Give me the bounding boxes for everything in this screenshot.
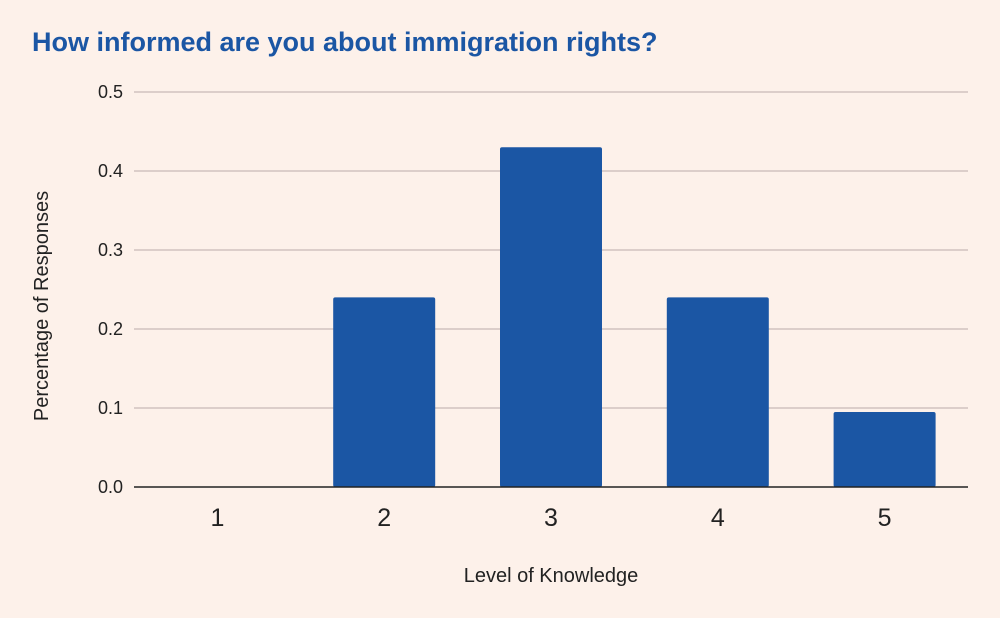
y-tick-label: 0.3 — [98, 240, 123, 260]
y-tick-label: 0.0 — [98, 477, 123, 497]
y-axis-title: Percentage of Responses — [31, 191, 53, 421]
x-tick-label: 4 — [711, 504, 725, 532]
bar-3 — [500, 147, 602, 488]
x-tick-label: 3 — [544, 504, 558, 532]
y-tick-label: 0.2 — [98, 319, 123, 339]
y-tick-label: 0.1 — [98, 398, 123, 418]
bar-4 — [666, 297, 769, 487]
x-tick-label: 1 — [210, 504, 224, 532]
bars — [333, 147, 936, 488]
tick-labels: 0.0 0.1 0.2 0.3 0.4 0.5 1 2 3 4 5 — [98, 82, 892, 532]
x-tick-label: 5 — [878, 504, 892, 532]
x-tick-label: 2 — [377, 504, 391, 532]
x-axis-title: Level of Knowledge — [464, 565, 639, 587]
chart-title: How informed are you about immigration r… — [32, 27, 658, 57]
y-tick-label: 0.4 — [98, 161, 123, 181]
bar-5 — [833, 411, 936, 487]
y-tick-label: 0.5 — [98, 82, 123, 102]
bar-2 — [333, 297, 436, 487]
